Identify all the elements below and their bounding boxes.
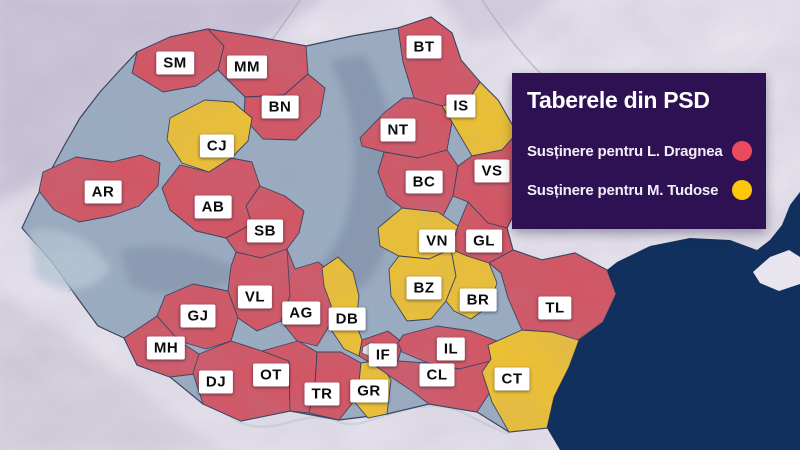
legend-title: Taberele din PSD <box>527 87 710 113</box>
legend-item-tudose: Susținere pentru M. Tudose <box>527 180 752 201</box>
legend-dot-tudose-icon <box>732 180 752 201</box>
black-sea <box>547 192 800 450</box>
legend-item-dragnea: Susținere pentru L. Dragnea <box>527 141 752 162</box>
legend-panel: Taberele din PSD Susținere pentru L. Dra… <box>512 73 766 229</box>
legend-label-dragnea: Susținere pentru L. Dragnea <box>527 142 723 160</box>
far-coast-land <box>753 250 800 291</box>
legend-label-tudose: Susținere pentru M. Tudose <box>527 181 719 199</box>
legend-dot-dragnea-icon <box>732 141 752 162</box>
